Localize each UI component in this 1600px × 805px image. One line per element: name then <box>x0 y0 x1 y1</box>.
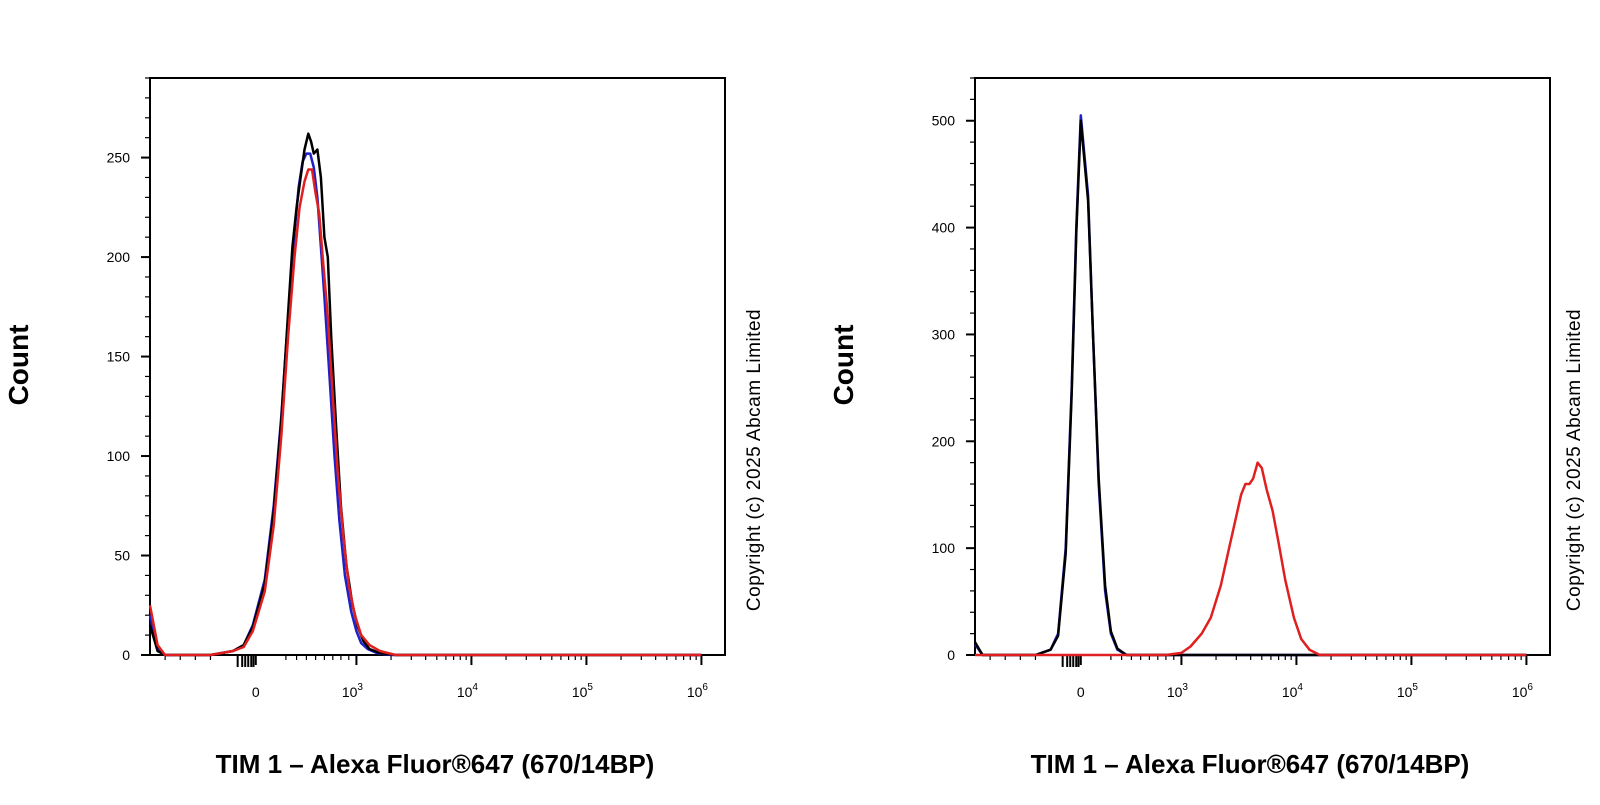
y-tick-label: 0 <box>947 647 955 663</box>
copyright-text: Copyright (c) 2025 Abcam Limited <box>744 309 765 611</box>
x-tick-label: 104 <box>457 682 479 700</box>
y-tick-label: 500 <box>932 113 956 129</box>
x-axis-title: TIM 1 – Alexa Fluor®647 (670/14BP) <box>1031 749 1470 779</box>
x-tick-label: 0 <box>252 684 260 700</box>
y-tick-label: 200 <box>932 433 956 449</box>
y-tick-label: 100 <box>932 540 956 556</box>
x-tick-label: 0 <box>1077 684 1085 700</box>
plot-frame <box>149 77 726 656</box>
plot-frame <box>974 77 1551 656</box>
y-tick-label: 50 <box>114 548 130 564</box>
histogram-panel-left: 0 50 100 150 200 250 0 103 104 105 106 Count TIM 1 –… <box>0 0 800 800</box>
series-line-2 <box>975 461 1527 657</box>
x-tick-label: 105 <box>572 682 594 700</box>
x-tick-label: 106 <box>687 682 709 700</box>
y-tick-label: 100 <box>107 448 131 464</box>
series-line-2 <box>148 168 702 657</box>
x-tick-label: 103 <box>1167 682 1189 700</box>
y-axis-title: Count <box>828 325 859 406</box>
y-tick-label: 0 <box>122 647 130 663</box>
y-tick-label: 250 <box>107 150 131 166</box>
x-tick-label: 106 <box>1512 682 1534 700</box>
x-tick-label: 103 <box>342 682 364 700</box>
histogram-chart-right: 0 100 200 300 400 500 0 103 104 105 106 Count TIM 1 … <box>828 77 1585 779</box>
y-axis-title: Count <box>3 325 34 406</box>
histogram-panel-right: 0 100 200 300 400 500 0 103 104 105 106 Count TIM 1 … <box>825 0 1600 800</box>
x-tick-label: 105 <box>1397 682 1419 700</box>
y-tick-label: 300 <box>932 326 956 342</box>
copyright-text: Copyright (c) 2025 Abcam Limited <box>1564 309 1585 611</box>
x-tick-label: 104 <box>1282 682 1304 700</box>
series-line-1 <box>148 132 702 657</box>
series-line-0 <box>148 152 702 657</box>
x-axis-title: TIM 1 – Alexa Fluor®647 (670/14BP) <box>216 749 655 779</box>
series-line-0 <box>973 114 1527 657</box>
y-tick-label: 400 <box>932 220 956 236</box>
y-tick-label: 200 <box>107 249 131 265</box>
histogram-chart-left: 0 50 100 150 200 250 0 103 104 105 106 Count TIM 1 –… <box>3 77 765 779</box>
y-tick-label: 150 <box>107 349 131 365</box>
series-line-1 <box>973 119 1527 657</box>
